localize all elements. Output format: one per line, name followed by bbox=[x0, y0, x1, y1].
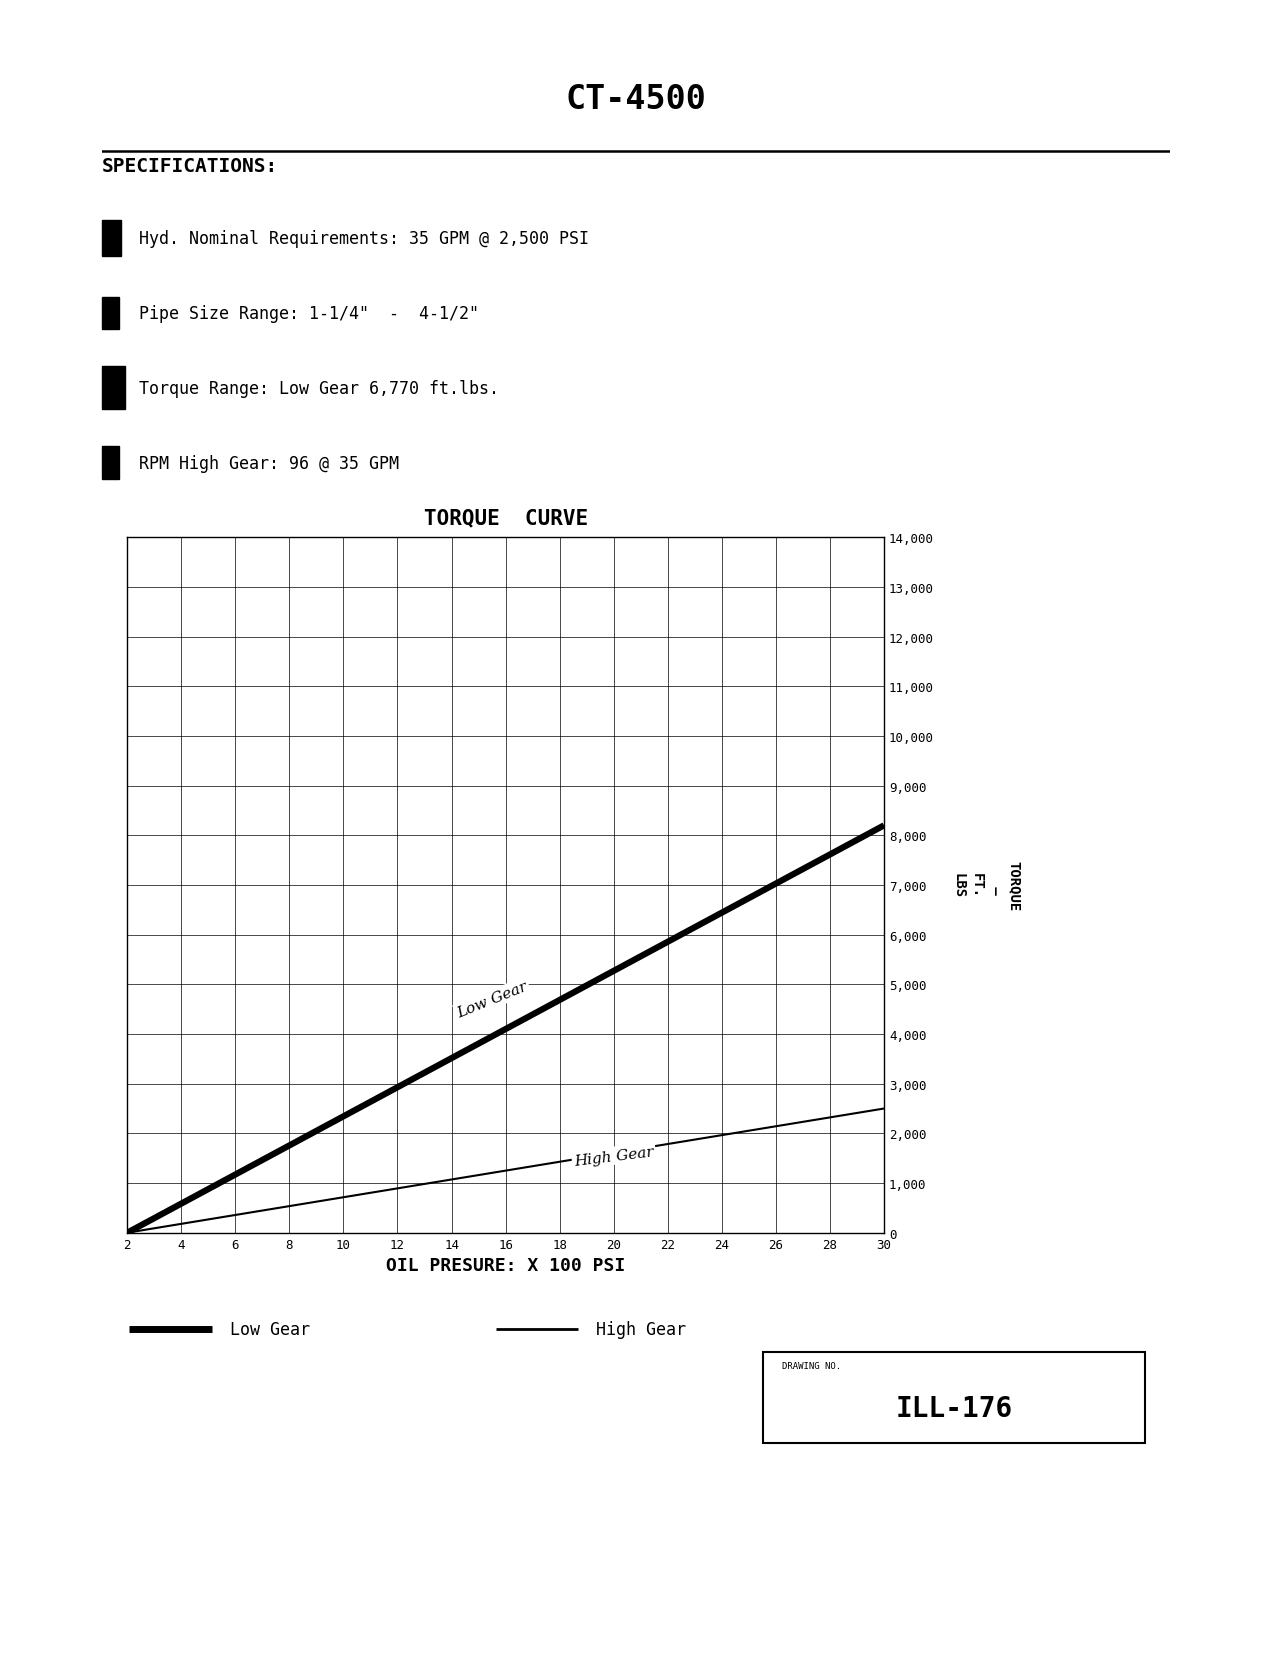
Title: TORQUE  CURVE: TORQUE CURVE bbox=[424, 508, 588, 528]
Bar bbox=[102, 367, 125, 410]
Text: Low Gear: Low Gear bbox=[230, 1321, 310, 1337]
Text: Pipe Size Range: 1-1/4"  -  4-1/2": Pipe Size Range: 1-1/4" - 4-1/2" bbox=[139, 305, 480, 323]
Text: Low Gear: Low Gear bbox=[455, 980, 529, 1019]
Text: RPM High Gear: 96 @ 35 GPM: RPM High Gear: 96 @ 35 GPM bbox=[139, 453, 399, 472]
Text: SPECIFICATIONS:: SPECIFICATIONS: bbox=[102, 157, 279, 175]
Text: High Gear: High Gear bbox=[574, 1144, 654, 1168]
Text: CT-4500: CT-4500 bbox=[566, 83, 706, 116]
Text: High Gear: High Gear bbox=[597, 1321, 687, 1337]
Text: Hyd. Nominal Requirements: 35 GPM @ 2,500 PSI: Hyd. Nominal Requirements: 35 GPM @ 2,50… bbox=[139, 230, 589, 248]
Bar bbox=[102, 447, 118, 480]
Text: OIL PRESURE: X 100 PSI: OIL PRESURE: X 100 PSI bbox=[385, 1256, 626, 1274]
FancyBboxPatch shape bbox=[763, 1352, 1145, 1443]
Bar bbox=[102, 298, 118, 329]
Bar bbox=[102, 222, 121, 257]
Text: TORQUE
 —
FT.
LBS: TORQUE — FT. LBS bbox=[951, 861, 1020, 910]
Text: ILL-176: ILL-176 bbox=[895, 1395, 1013, 1423]
Text: DRAWING NO.: DRAWING NO. bbox=[782, 1360, 841, 1370]
Text: Torque Range: Low Gear 6,770 ft.lbs.: Torque Range: Low Gear 6,770 ft.lbs. bbox=[139, 379, 499, 397]
